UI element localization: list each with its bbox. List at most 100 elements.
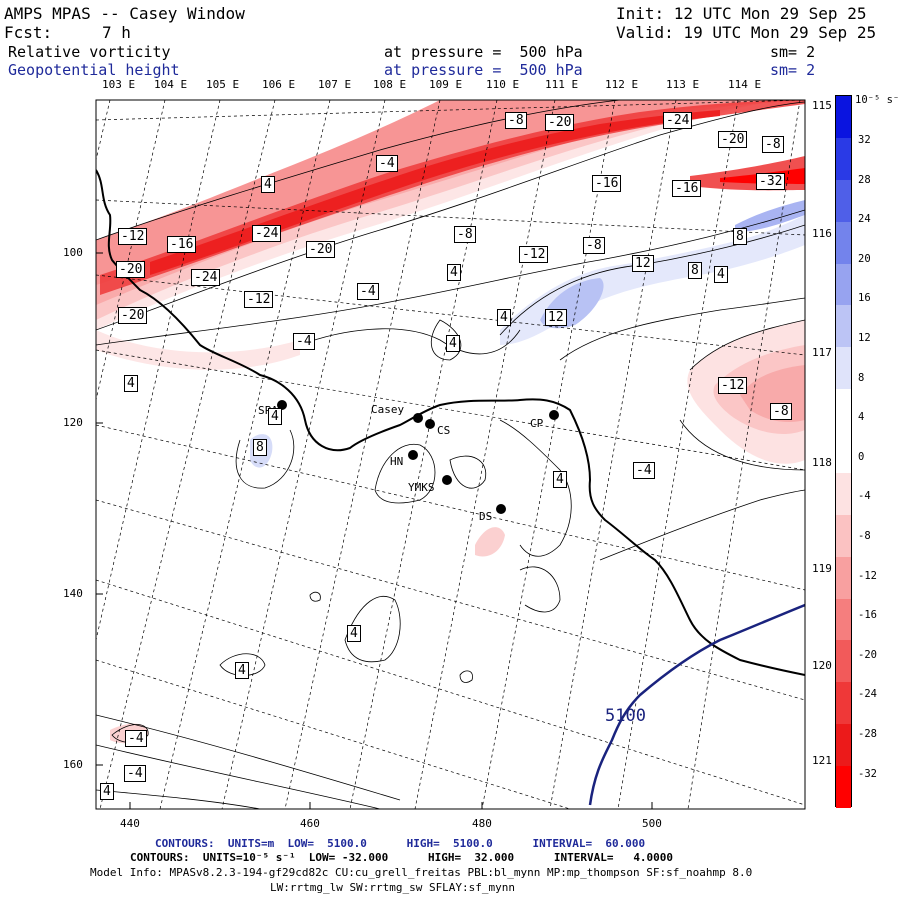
lon-label: 109 E — [429, 78, 463, 91]
station-label: CS — [437, 424, 451, 437]
colorbar-strip — [835, 95, 852, 808]
contour-label: 12 — [545, 309, 567, 326]
colorbar-label: 0 — [858, 450, 865, 463]
contour-label: -4 — [357, 283, 379, 300]
contour-label: -20 — [718, 131, 748, 148]
colorbar-label: -8 — [858, 530, 871, 542]
colorbar-label: -12 — [858, 569, 877, 582]
contour-label: 8 — [733, 228, 747, 245]
y-tick-label: 160 — [63, 758, 83, 771]
contour-label: -24 — [663, 112, 693, 129]
colorbar-swatch — [836, 179, 851, 222]
station-label: YMKS — [408, 481, 435, 494]
contour-label: -4 — [125, 730, 147, 747]
station-dot-casey[interactable] — [413, 413, 423, 423]
contour-label: 4 — [497, 309, 511, 326]
lon-label: 110 E — [486, 78, 520, 91]
colorbar-swatch — [836, 514, 851, 557]
station-dot-ds[interactable] — [496, 504, 506, 514]
contour-label: -20 — [116, 261, 146, 278]
station-dot-hn[interactable] — [408, 450, 418, 460]
station-label: CP — [530, 417, 544, 430]
colorbar-label: -28 — [858, 728, 877, 740]
geopotential-5100-contour — [588, 603, 805, 806]
contour-label: 4 — [235, 662, 249, 679]
colorbar-label: -32 — [858, 767, 877, 780]
contour-label: -4 — [633, 462, 655, 479]
contour-label: 4 — [347, 625, 361, 642]
field2-level: at pressure = 500 hPa — [384, 61, 583, 79]
lon-label: 114 E — [728, 78, 762, 91]
lon-label: 104 E — [154, 78, 188, 91]
contour-label: -12 — [118, 228, 148, 245]
colorbar-swatch — [836, 263, 851, 306]
contour-label: -8 — [770, 403, 792, 420]
station-label: HN — [390, 455, 404, 468]
contour-label: -4 — [293, 333, 315, 350]
colorbar-label: 8 — [858, 371, 865, 384]
colorbar-label: -16 — [858, 609, 877, 622]
colorbar-swatch — [836, 431, 851, 473]
colorbar-swatch — [836, 472, 851, 515]
lon-label: 113 E — [666, 78, 700, 91]
x-tick-label: 460 — [300, 817, 320, 830]
height-contour-label: 5100 — [605, 706, 646, 726]
contour-label: 8 — [688, 262, 702, 279]
footer-height-contours: CONTOURS: UNITS=m LOW= 5100.0 HIGH= 5100… — [155, 837, 646, 850]
contour-label: -8 — [454, 226, 476, 243]
colorbar-swatch — [836, 682, 851, 725]
contour-label: -12 — [244, 291, 274, 308]
station-dot-spa[interactable] — [277, 400, 287, 410]
colorbar-swatch — [836, 556, 851, 599]
plot-frame — [95, 99, 806, 810]
lon-label: 111 E — [545, 78, 579, 91]
station-label: SPA — [258, 405, 278, 416]
station-dot-cs[interactable] — [425, 419, 435, 429]
y-tick-label: 120 — [63, 416, 83, 429]
contour-label: -20 — [545, 114, 575, 131]
colorbar-swatch — [836, 221, 851, 264]
lon-label: 112 E — [605, 78, 639, 91]
lon-label: 106 E — [262, 78, 296, 91]
station-label: Casey — [371, 403, 405, 416]
lon-label: 108 E — [373, 78, 407, 91]
graticule — [96, 100, 805, 809]
contour-label: 4 — [261, 176, 275, 193]
contour-label: 4 — [100, 783, 114, 800]
colorbar-swatch — [836, 347, 851, 390]
contour-label: 4 — [553, 471, 567, 488]
colorbar-label: -4 — [858, 490, 871, 503]
station-dot-ymks[interactable] — [442, 475, 452, 485]
contour-label: 8 — [253, 439, 267, 456]
colorbar-swatch — [836, 137, 851, 180]
forecast-label: Fcst: — [4, 23, 53, 42]
contour-label: -16 — [167, 236, 197, 253]
field2-name: Geopotential height — [8, 61, 180, 79]
colorbar-label: 20 — [858, 252, 871, 265]
colorbar-swatch — [836, 598, 851, 641]
station-markers — [277, 400, 559, 514]
x-tick-label: 500 — [642, 817, 662, 830]
contour-label: -32 — [756, 173, 786, 190]
field2-smoothing: sm= 2 — [770, 61, 816, 79]
contour-label: -4 — [124, 765, 146, 782]
contour-label: 4 — [124, 375, 138, 392]
contour-label: -24 — [191, 269, 221, 286]
colorbar-swatch — [836, 766, 851, 808]
station-dot-cp[interactable] — [549, 410, 559, 420]
colorbar-swatch — [836, 640, 851, 683]
lon-label: 107 E — [318, 78, 352, 91]
footer-model-info: Model Info: MPASv8.2.3-194-gf29cd82c CU:… — [90, 866, 753, 879]
footer-vorticity-contours: CONTOURS: UNITS=10⁻⁵ s⁻¹ LOW= -32.000 HI… — [130, 851, 674, 864]
contour-label: -12 — [718, 377, 748, 394]
contour-label: -20 — [306, 241, 336, 258]
colorbar-label: -20 — [858, 648, 877, 661]
colorbar-label: 32 — [858, 134, 871, 146]
colorbar-swatch — [836, 389, 851, 432]
colorbar-unit: 10⁻⁵ s⁻¹ — [855, 94, 900, 106]
lon-label: 103 E — [102, 78, 136, 91]
contour-label: -4 — [376, 155, 398, 172]
contour-label: 4 — [446, 335, 460, 352]
contour-label: -16 — [592, 175, 622, 192]
